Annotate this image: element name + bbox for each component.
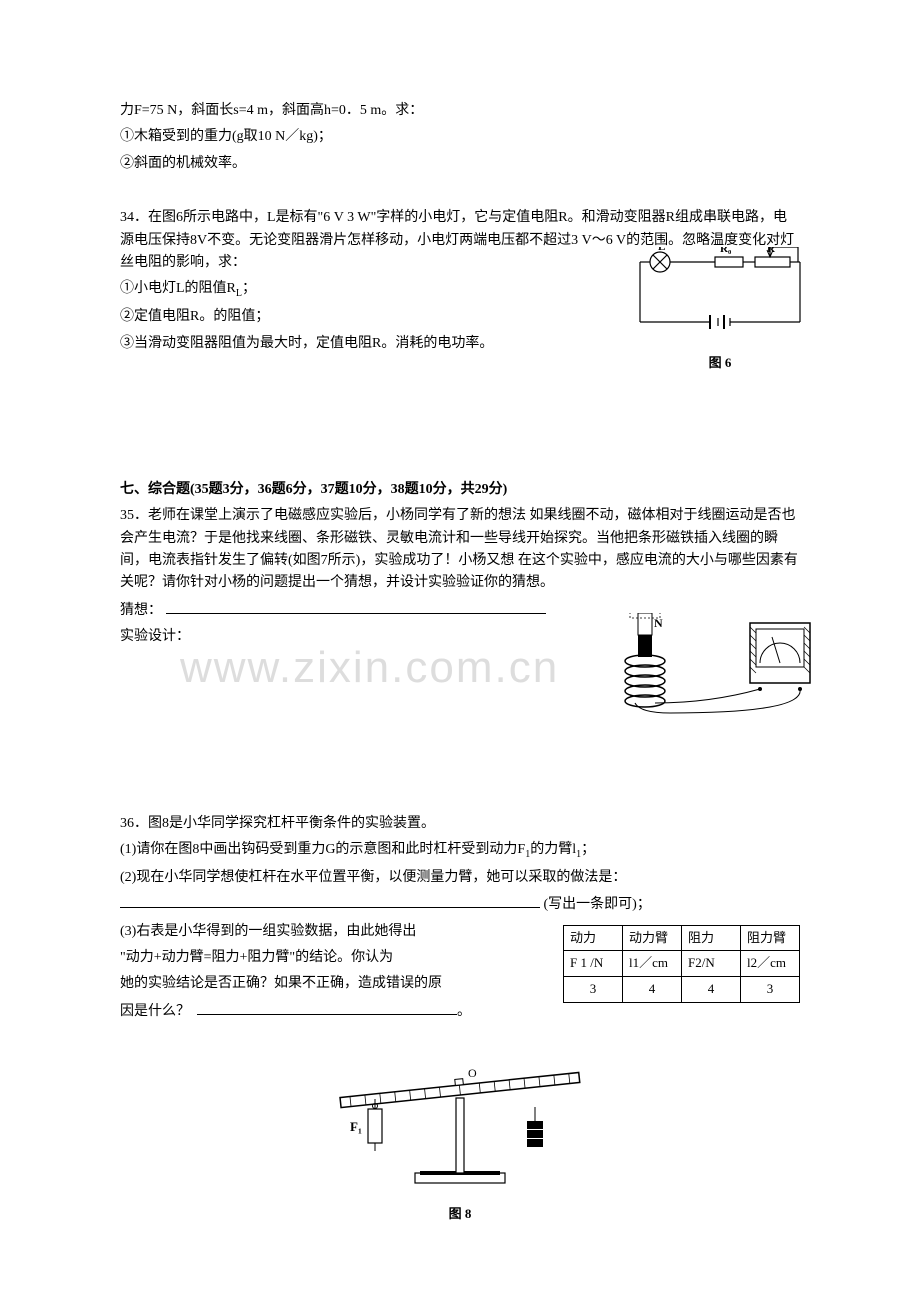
table-row: F 1 /N l1／cm F2/N l2／cm: [564, 951, 800, 977]
figure-8-o: O: [468, 1066, 477, 1080]
table-cell: F2/N: [682, 951, 741, 977]
q33-line2: ①木箱受到的重力(g取10 N／kg)；: [120, 126, 800, 148]
q36: 36．图8是小华同学探究杠杆平衡条件的实验装置。 (1)请你在图8中画出钩码受到…: [120, 813, 800, 1225]
q34-l1-text: ①小电灯L的阻值R: [120, 281, 236, 296]
table-row: 3 4 4 3: [564, 977, 800, 1003]
lever-icon: O F₁: [310, 1043, 610, 1193]
table-cell: 动力臂: [623, 925, 682, 951]
q34: 34．在图6所示电路中，L是标有"6 V 3 W"字样的小电灯，它与定值电阻R。…: [120, 207, 800, 355]
coil-magnet-icon: N: [600, 613, 820, 723]
svg-text:N: N: [654, 616, 663, 630]
svg-text:R₀: R₀: [720, 247, 732, 255]
svg-text:L: L: [658, 247, 665, 253]
section-7-title: 七、综合题(35题3分，36题6分，37题10分，38题10分，共29分): [120, 479, 800, 501]
table-cell: F 1 /N: [564, 951, 623, 977]
q36-p1b: 的力臂l: [530, 842, 576, 857]
table-cell: 阻力臂: [741, 925, 800, 951]
q36-p3d: 因是什么？ 。: [120, 1000, 800, 1023]
table-cell: 3: [741, 977, 800, 1003]
page: 力F=75 N，斜面长s=4 m，斜面高h=0．5 m。求： ①木箱受到的重力(…: [0, 0, 920, 1284]
q35-guess-blank: [166, 599, 546, 614]
figure-8-f1: F₁: [350, 1119, 362, 1134]
table-cell: l2／cm: [741, 951, 800, 977]
q36-p2-tail: (写出一条即可)；: [544, 897, 651, 912]
q36-p2-blank: (写出一条即可)；: [120, 893, 800, 916]
q33-line3: ②斜面的机械效率。: [120, 153, 800, 175]
q35-guess-label: 猜想：: [120, 603, 162, 618]
q35-p1: 35．老师在课堂上演示了电磁感应实验后，小杨同学有了新的想法 如果线圈不动，磁体…: [120, 505, 800, 595]
q36-intro: 36．图8是小华同学探究杠杆平衡条件的实验装置。: [120, 813, 800, 835]
q36-p1: (1)请你在图8中画出钩码受到重力G的示意图和此时杠杆受到动力F1的力臂l1；: [120, 839, 800, 863]
table-cell: 4: [682, 977, 741, 1003]
q36-p2: (2)现在小华同学想使杠杆在水平位置平衡，以便测量力臂，她可以采取的做法是：: [120, 867, 800, 889]
q36-p3d-blank: [197, 1000, 457, 1015]
q35: www.zixin.com.cn 35．老师在课堂上演示了电磁感应实验后，小杨同…: [120, 505, 800, 648]
table-cell: l1／cm: [623, 951, 682, 977]
figure-8-caption: 图 8: [120, 1204, 800, 1225]
q36-p3d-text: 因是什么？: [120, 1004, 190, 1019]
table-cell: 3: [564, 977, 623, 1003]
table-cell: 阻力: [682, 925, 741, 951]
q33-line1: 力F=75 N，斜面长s=4 m，斜面高h=0．5 m。求：: [120, 100, 800, 122]
q36-p1c: ；: [581, 842, 595, 857]
figure-6: L R₀ R 图 6: [630, 247, 810, 373]
q36-table: 动力 动力臂 阻力 阻力臂 F 1 /N l1／cm F2/N l2／cm 3 …: [563, 925, 800, 1003]
table-cell: 4: [623, 977, 682, 1003]
table-row: 动力 动力臂 阻力 阻力臂: [564, 925, 800, 951]
q36-p2-blank-line: [120, 893, 540, 908]
q35-design-label: 实验设计：: [120, 629, 190, 644]
circuit-icon: L R₀ R: [630, 247, 810, 342]
figure-8: O F₁ 图 8: [120, 1043, 800, 1224]
table-cell: 动力: [564, 925, 623, 951]
figure-7: N: [600, 613, 820, 731]
data-table: 动力 动力臂 阻力 阻力臂 F 1 /N l1／cm F2/N l2／cm 3 …: [563, 925, 800, 1003]
figure-6-caption: 图 6: [630, 353, 810, 374]
q36-p1a: (1)请你在图8中画出钩码受到重力G的示意图和此时杠杆受到动力F: [120, 842, 525, 857]
q34-l1-tail: ；: [242, 281, 256, 296]
